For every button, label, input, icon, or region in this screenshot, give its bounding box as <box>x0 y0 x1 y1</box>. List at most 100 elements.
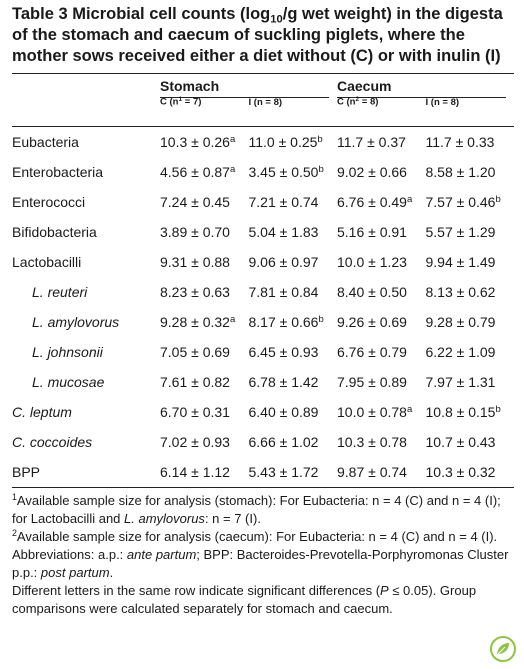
table-cell: 7.24 ± 0.45 <box>160 187 249 217</box>
table-row: L. amylovorus 9.28 ± 0.32a 8.17 ± 0.66b 9.2… <box>12 307 514 337</box>
cell-text: 10.0 ± 0.78 <box>337 404 407 420</box>
cell-text: 6.76 ± 0.49 <box>337 194 407 210</box>
row-label: Enterobacteria <box>12 157 160 187</box>
row-label-text: C. leptum <box>12 404 72 420</box>
table-cell: 9.31 ± 0.88 <box>160 247 249 277</box>
table-cell: 10.7 ± 0.43 <box>426 427 515 457</box>
table-cell: 6.76 ± 0.49a <box>337 187 426 217</box>
cell-text: a <box>229 313 236 325</box>
title-text: /g wet weight) in the digesta of the sto… <box>12 5 503 65</box>
cell-text: 9.31 ± 0.88 <box>160 254 230 270</box>
footnote-text: Different letters in the same row indica… <box>12 583 381 598</box>
publisher-icon <box>490 636 516 662</box>
table-title: Table 3 Microbial cell counts (log10/g w… <box>12 4 514 67</box>
table-cell: 7.05 ± 0.69 <box>160 337 249 367</box>
column-header-text: C (n <box>337 96 356 108</box>
column-header: C (n2 = 8) <box>337 96 426 127</box>
group-header: Stomach <box>160 74 337 101</box>
cell-text: 11.0 ± 0.25 <box>248 134 318 150</box>
row-label: C. leptum <box>12 397 160 427</box>
table-cell: 9.02 ± 0.66 <box>337 157 426 187</box>
table-cell: 6.76 ± 0.79 <box>337 337 426 367</box>
cell-text: 7.02 ± 0.93 <box>160 434 230 450</box>
row-label-text: Enterococci <box>12 194 86 210</box>
cell-text: 8.17 ± 0.66 <box>248 314 319 330</box>
column-header: I (n = 8) <box>248 96 337 127</box>
group-header: Caecum <box>337 74 514 101</box>
header-blank <box>12 100 160 127</box>
column-header-text: I (n = 8) <box>248 96 283 108</box>
table-cell: 9.28 ± 0.79 <box>426 307 515 337</box>
table-cell: 7.57 ± 0.46b <box>426 187 515 217</box>
table-row: L. reuteri 8.23 ± 0.63 7.81 ± 0.84 8.40 ± 0… <box>12 277 514 307</box>
group-header-rule: Caecum <box>337 78 506 98</box>
table-row: C. coccoides 7.02 ± 0.93 6.66 ± 1.02 10.3 ±… <box>12 427 514 457</box>
cell-text: 9.87 ± 0.74 <box>337 464 407 480</box>
cell-text: 10.8 ± 0.15 <box>425 404 496 420</box>
table-cell: 4.56 ± 0.87a <box>160 157 249 187</box>
column-header-text: C (n <box>160 96 179 108</box>
cell-text: 7.61 ± 0.82 <box>160 374 230 390</box>
table-cell: 7.97 ± 1.31 <box>426 367 515 397</box>
table-cell: 10.8 ± 0.15b <box>426 397 515 427</box>
cell-text: 7.24 ± 0.45 <box>160 194 230 210</box>
row-label: Lactobacilli <box>12 247 160 277</box>
cell-text: 5.04 ± 1.83 <box>248 224 319 240</box>
cell-text: 6.45 ± 0.93 <box>248 344 319 360</box>
cell-text: a <box>406 193 413 205</box>
data-table: Stomach Caecum C (n1 = 7) I (n = 8) C (n2 =… <box>12 73 514 488</box>
table-cell: 7.95 ± 0.89 <box>337 367 426 397</box>
row-label: L. johnsonii <box>12 337 160 367</box>
row-label-text: Lactobacilli <box>12 254 82 270</box>
cell-text: 6.66 ± 1.02 <box>248 434 319 450</box>
cell-text: 5.43 ± 1.72 <box>248 464 319 480</box>
footnotes: 1Available sample size for analysis (sto… <box>12 492 514 618</box>
table-cell: 8.17 ± 0.66b <box>249 307 338 337</box>
cell-text: 11.7 ± 0.37 <box>337 134 406 150</box>
row-label-text: L. reuteri <box>32 284 88 300</box>
cell-text: 7.95 ± 0.89 <box>337 374 407 390</box>
cell-text: 7.05 ± 0.69 <box>160 344 230 360</box>
footnote-text: : n = 7 (I). <box>204 511 261 526</box>
table-cell: 9.87 ± 0.74 <box>337 457 426 488</box>
cell-text: 6.76 ± 0.79 <box>337 344 407 360</box>
cell-text: 6.78 ± 1.42 <box>248 374 319 390</box>
cell-text: 6.14 ± 1.12 <box>160 464 230 480</box>
row-label-text: Enterobacteria <box>12 164 104 180</box>
footnote-text: . <box>109 565 114 580</box>
row-label: Enterococci <box>12 187 160 217</box>
title-text: 10 <box>270 13 283 26</box>
table-cell: 9.06 ± 0.97 <box>249 247 338 277</box>
table-cell: 5.04 ± 1.83 <box>249 217 338 247</box>
table-cell: 11.0 ± 0.25b <box>249 127 338 158</box>
column-header-text: 2 <box>355 96 360 103</box>
cell-text: 9.28 ± 0.79 <box>425 314 496 330</box>
footnote: 1Available sample size for analysis (sto… <box>12 492 514 528</box>
table-cell: 6.66 ± 1.02 <box>249 427 338 457</box>
column-header-text: = 8) <box>359 96 379 108</box>
table-cell: 10.3 ± 0.78 <box>337 427 426 457</box>
table-cell: 6.78 ± 1.42 <box>249 367 338 397</box>
cell-text: 9.26 ± 0.69 <box>337 314 407 330</box>
cell-text: 10.3 ± 0.78 <box>337 434 407 450</box>
cell-text: 9.06 ± 0.97 <box>248 254 319 270</box>
table-cell: 7.61 ± 0.82 <box>160 367 249 397</box>
row-label-text: L. amylovorus <box>32 314 120 330</box>
footnote-text: ≤ 0.05). Group comparisons were calculat… <box>12 583 477 616</box>
table-row: L. johnsonii 7.05 ± 0.69 6.45 ± 0.93 6.76 ±… <box>12 337 514 367</box>
cell-text: b <box>318 313 324 325</box>
table-row: L. mucosae 7.61 ± 0.82 6.78 ± 1.42 7.95 ± 0… <box>12 367 514 397</box>
cell-text: 9.02 ± 0.66 <box>337 164 407 180</box>
column-header-text: = 7) <box>182 96 202 108</box>
column-header-text: 1 <box>178 96 183 103</box>
title-text: Table 3 Microbial cell counts (log <box>12 5 271 23</box>
cell-text: b <box>318 163 324 175</box>
row-label: Eubacteria <box>12 127 160 158</box>
cell-text: 8.58 ± 1.20 <box>425 164 496 180</box>
row-label-text: Eubacteria <box>12 134 79 150</box>
row-label: BPP <box>12 457 160 488</box>
footnote-text: Abbreviations: a.p.: <box>12 547 127 562</box>
row-label: C. coccoides <box>12 427 160 457</box>
table-cell: 9.26 ± 0.69 <box>337 307 426 337</box>
cell-text: 10.0 ± 1.23 <box>337 254 407 270</box>
